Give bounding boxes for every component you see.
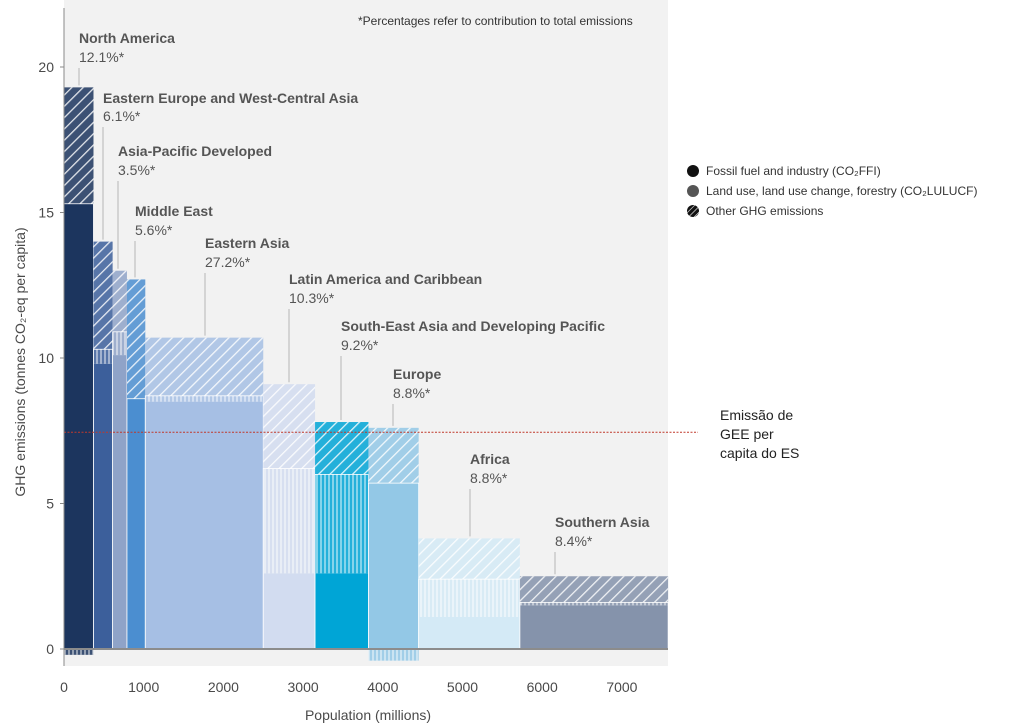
- y-tick-label-10: 10: [38, 350, 54, 366]
- bar-south-east-asia-and-developing-pacific-other-pattern: [315, 422, 369, 475]
- bar-africa-lulucf-pattern: [418, 579, 520, 617]
- x-tick-label-5000: 5000: [447, 679, 478, 695]
- region-pct-south-east-asia-and-developing-pacific: 9.2%*: [341, 337, 379, 353]
- y-tick-label-20: 20: [38, 59, 54, 75]
- bar-europe-lulucf-pattern: [368, 649, 419, 661]
- region-pct-asia-pacific-developed: 3.5%*: [118, 162, 156, 178]
- bar-asia-pacific-developed-co2ffi: [112, 355, 127, 649]
- region-name-eastern-europe-and-west-central-asia: Eastern Europe and West-Central Asia: [103, 90, 358, 106]
- region-pct-africa: 8.8%*: [470, 470, 508, 486]
- legend: Fossil fuel and industry (CO₂FFI) Land u…: [687, 164, 977, 218]
- region-pct-latin-america-and-caribbean: 10.3%*: [289, 290, 335, 306]
- legend-label-lulucf: Land use, land use change, forestry (CO₂…: [706, 184, 977, 198]
- bar-north-america-co2ffi: [64, 203, 94, 649]
- x-axis-ticks: 0 1000 2000 3000 4000 5000 6000 7000: [60, 679, 638, 695]
- region-pct-europe: 8.8%*: [393, 385, 431, 401]
- x-tick-label-1000: 1000: [128, 679, 159, 695]
- region-name-latin-america-and-caribbean: Latin America and Caribbean: [289, 271, 482, 287]
- region-name-southern-asia: Southern Asia: [555, 514, 650, 530]
- y-axis-title: GHG emissions (tonnes CO₂-eq per capita): [12, 227, 28, 496]
- bar-africa-co2ffi: [418, 616, 520, 649]
- bar-eastern-europe-and-west-central-asia: [93, 241, 114, 650]
- bar-latin-america-and-caribbean-co2ffi: [263, 573, 316, 649]
- bar-asia-pacific-developed: [112, 270, 128, 650]
- bar-eastern-asia: [144, 337, 264, 650]
- bar-asia-pacific-developed-other-pattern: [112, 270, 127, 332]
- bar-south-east-asia-and-developing-pacific: [314, 422, 369, 650]
- bar-north-america-lulucf-pattern: [64, 649, 94, 655]
- reference-label-line-2: GEE per: [720, 426, 774, 442]
- x-tick-label-4000: 4000: [367, 679, 398, 695]
- bar-south-east-asia-and-developing-pacific-lulucf-pattern: [315, 474, 369, 574]
- bar-middle-east-other-pattern: [126, 279, 146, 399]
- bar-southern-asia-lulucf-pattern: [519, 602, 669, 606]
- bars-layer: [63, 87, 669, 661]
- x-tick-label-0: 0: [60, 679, 68, 695]
- bar-middle-east-co2ffi: [126, 398, 146, 649]
- bar-eastern-europe-and-west-central-asia-co2ffi: [93, 363, 113, 649]
- label-connectors: [78, 68, 556, 575]
- bar-eastern-asia-lulucf-pattern: [145, 395, 264, 402]
- bar-southern-asia-other-pattern: [519, 576, 669, 603]
- reference-line-group: Emissão de GEE per capita do ES: [64, 407, 799, 461]
- bar-latin-america-and-caribbean: [262, 384, 316, 650]
- bar-europe: [368, 427, 420, 661]
- bar-europe-co2ffi: [368, 483, 419, 649]
- region-name-north-america: North America: [79, 30, 175, 46]
- bar-north-america: [63, 87, 94, 655]
- bar-eastern-europe-and-west-central-asia-lulucf-pattern: [93, 349, 113, 364]
- y-tick-label-5: 5: [46, 496, 54, 512]
- reference-label-line-3: capita do ES: [720, 445, 799, 461]
- bar-latin-america-and-caribbean-other-pattern: [263, 384, 316, 469]
- bar-latin-america-and-caribbean-lulucf-pattern: [263, 468, 316, 574]
- legend-label-fossil: Fossil fuel and industry (CO₂FFI): [706, 164, 881, 178]
- bar-middle-east: [126, 279, 146, 650]
- x-tick-label-6000: 6000: [527, 679, 558, 695]
- region-name-asia-pacific-developed: Asia-Pacific Developed: [118, 143, 272, 159]
- legend-swatch-fossil: [687, 165, 699, 177]
- region-name-africa: Africa: [470, 451, 510, 467]
- y-tick-label-15: 15: [38, 205, 54, 221]
- bar-north-america-other-pattern: [64, 87, 94, 204]
- percentages-note: *Percentages refer to contribution to to…: [358, 14, 633, 28]
- x-tick-label-3000: 3000: [288, 679, 319, 695]
- x-axis-title: Population (millions): [305, 707, 431, 723]
- region-pct-eastern-europe-and-west-central-asia: 6.1%*: [103, 108, 141, 124]
- legend-label-other: Other GHG emissions: [706, 204, 823, 218]
- bar-southern-asia: [519, 576, 669, 650]
- region-name-eastern-asia: Eastern Asia: [205, 235, 290, 251]
- reference-label-line-1: Emissão de: [720, 407, 793, 423]
- bar-eastern-asia-co2ffi: [145, 401, 264, 649]
- region-pct-eastern-asia: 27.2%*: [205, 254, 251, 270]
- region-pct-north-america: 12.1%*: [79, 49, 125, 65]
- x-tick-label-2000: 2000: [208, 679, 239, 695]
- bar-africa-other-pattern: [418, 538, 520, 580]
- legend-swatch-other: [687, 205, 699, 217]
- legend-swatch-lulucf: [687, 185, 699, 197]
- region-labels: North America 12.1%* Eastern Europe and We…: [79, 30, 650, 549]
- bar-europe-other-pattern: [368, 427, 419, 484]
- y-tick-label-0: 0: [46, 641, 54, 657]
- bar-africa: [418, 538, 521, 650]
- region-pct-middle-east: 5.6%*: [135, 222, 173, 238]
- bar-south-east-asia-and-developing-pacific-co2ffi: [315, 573, 369, 649]
- x-tick-label-7000: 7000: [606, 679, 637, 695]
- y-axis-ticks: 0 5 10 15 20: [38, 59, 64, 657]
- region-pct-southern-asia: 8.4%*: [555, 533, 593, 549]
- bar-asia-pacific-developed-lulucf-pattern: [112, 331, 127, 356]
- bar-eastern-europe-and-west-central-asia-other-pattern: [93, 241, 113, 350]
- region-name-middle-east: Middle East: [135, 203, 213, 219]
- bar-southern-asia-co2ffi: [519, 605, 669, 649]
- region-name-south-east-asia-and-developing-pacific: South-East Asia and Developing Pacific: [341, 318, 605, 334]
- bar-eastern-asia-other-pattern: [145, 337, 264, 396]
- region-name-europe: Europe: [393, 366, 441, 382]
